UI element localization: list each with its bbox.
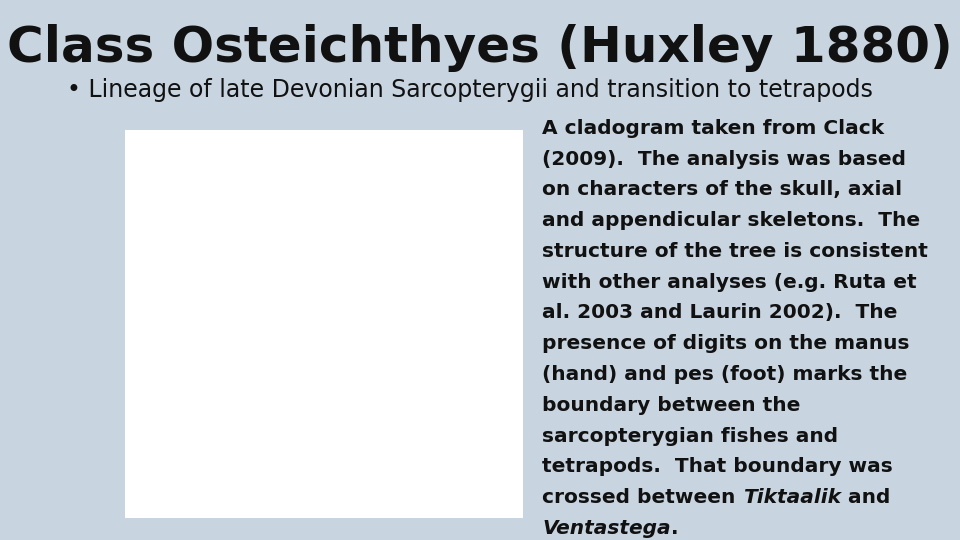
Text: A cladogram taken from Clack: A cladogram taken from Clack: [542, 119, 884, 138]
Text: tetrapods.  That boundary was: tetrapods. That boundary was: [542, 457, 893, 476]
Text: boundary between the: boundary between the: [542, 396, 801, 415]
Text: sarcopterygian fishes and: sarcopterygian fishes and: [542, 427, 838, 446]
Text: (2009).  The analysis was based: (2009). The analysis was based: [542, 150, 906, 168]
Text: Ventastega: Ventastega: [542, 519, 671, 538]
Text: (hand) and pes (foot) marks the: (hand) and pes (foot) marks the: [542, 365, 907, 384]
FancyBboxPatch shape: [125, 130, 523, 518]
Text: • Lineage of late Devonian Sarcopterygii and transition to tetrapods: • Lineage of late Devonian Sarcopterygii…: [67, 78, 873, 102]
Text: Tiktaalik: Tiktaalik: [743, 488, 841, 507]
Text: Class Osteichthyes (Huxley 1880): Class Osteichthyes (Huxley 1880): [7, 24, 953, 72]
Text: presence of digits on the manus: presence of digits on the manus: [542, 334, 910, 353]
Text: crossed between: crossed between: [542, 488, 743, 507]
Text: on characters of the skull, axial: on characters of the skull, axial: [542, 180, 902, 199]
Text: structure of the tree is consistent: structure of the tree is consistent: [542, 242, 928, 261]
Text: with other analyses (e.g. Ruta et: with other analyses (e.g. Ruta et: [542, 273, 917, 292]
Text: and appendicular skeletons.  The: and appendicular skeletons. The: [542, 211, 921, 230]
Text: and: and: [841, 488, 890, 507]
Text: al. 2003 and Laurin 2002).  The: al. 2003 and Laurin 2002). The: [542, 303, 898, 322]
Text: .: .: [671, 519, 679, 538]
